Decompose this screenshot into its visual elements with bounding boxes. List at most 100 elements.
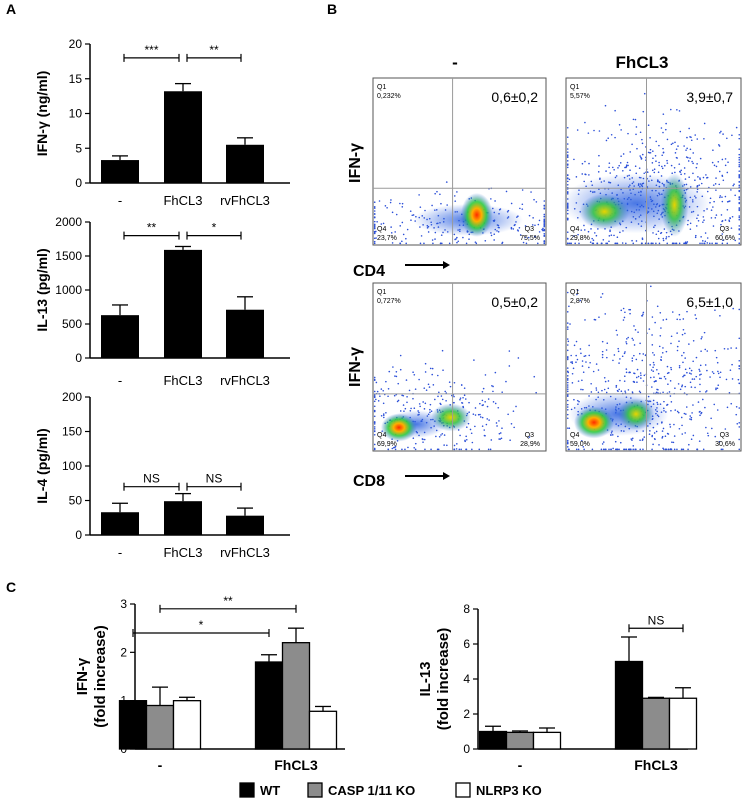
flow-dot — [706, 177, 708, 179]
flow-dot — [413, 373, 416, 376]
flow-dot — [666, 365, 669, 368]
flow-dot — [700, 350, 702, 352]
flow-dot — [634, 118, 637, 121]
flow-dot — [631, 360, 634, 362]
flow-dot — [625, 165, 628, 168]
flow-dot — [682, 361, 684, 364]
flow-dot — [492, 385, 494, 388]
flow-dot — [422, 401, 424, 403]
flow-dot — [629, 308, 632, 311]
flow-dot — [729, 217, 732, 220]
flow-dot — [658, 377, 661, 380]
flow-dot — [731, 378, 734, 380]
flow-dot — [592, 239, 595, 242]
flow-dot — [570, 361, 572, 364]
flow-dot — [665, 318, 668, 321]
flow-dot — [724, 158, 727, 160]
flow-dot — [635, 126, 638, 128]
flow-dot — [613, 234, 615, 237]
flow-dot — [508, 365, 511, 367]
flow-dot — [675, 148, 678, 150]
flow-dot — [531, 224, 534, 226]
flow-dot — [630, 438, 633, 440]
bar — [532, 731, 562, 750]
flow-dot — [682, 328, 685, 331]
flow-dot — [601, 353, 604, 356]
flow-dot — [623, 316, 626, 319]
flow-dot — [373, 430, 376, 432]
flow-dot — [661, 154, 664, 157]
flow-dot — [738, 174, 741, 177]
y-tick-label: 8 — [463, 602, 470, 616]
flow-dot — [399, 242, 402, 245]
flow-dot — [614, 109, 616, 112]
flow-dot — [662, 113, 665, 115]
flow-dot — [566, 370, 569, 373]
flow-dot — [655, 242, 657, 245]
flow-dot — [641, 153, 644, 156]
flow-dot — [624, 390, 626, 392]
flow-dot — [566, 384, 569, 386]
flow-dot — [651, 434, 654, 437]
flow-dot — [610, 133, 613, 136]
ifn-positive-percentage: 0,5±0,2 — [491, 294, 538, 310]
flow-dot — [662, 347, 664, 349]
flow-dot — [614, 440, 617, 443]
flow-dot — [425, 389, 428, 391]
flow-dot — [651, 162, 654, 164]
flow-dot — [737, 378, 740, 381]
flow-dot — [670, 342, 672, 345]
flow-dot — [598, 130, 601, 132]
flow-dot — [653, 171, 656, 174]
flow-dot — [726, 406, 729, 409]
flow-dot — [636, 147, 638, 150]
flow-dot — [719, 195, 722, 197]
flow-dot — [543, 219, 546, 221]
flow-dot — [568, 242, 571, 245]
flow-dot — [673, 423, 675, 426]
flow-dot — [690, 386, 693, 388]
flow-dot — [608, 240, 610, 243]
flow-dot — [627, 132, 629, 135]
flow-dot — [635, 448, 637, 451]
flow-dot — [721, 233, 724, 235]
flow-dot — [453, 401, 455, 404]
flow-dot — [738, 438, 740, 441]
flow-dot — [665, 231, 668, 234]
flow-dot — [424, 402, 427, 405]
flow-dot — [603, 388, 606, 391]
flow-dot — [735, 406, 738, 408]
flow-dot — [464, 398, 467, 400]
flow-dot — [710, 427, 713, 430]
flow-dot — [712, 225, 715, 227]
flow-dot — [394, 375, 396, 377]
flow-dot — [738, 337, 741, 340]
flow-dot — [622, 169, 624, 172]
flow-dot — [730, 347, 732, 349]
flow-dot — [697, 220, 700, 222]
flow-dot — [738, 189, 741, 192]
flow-dot — [601, 350, 604, 353]
flow-dot — [427, 231, 430, 233]
flow-dot — [566, 377, 569, 380]
flow-dot — [641, 237, 644, 239]
flow-dot — [373, 240, 376, 243]
flow-dot — [653, 376, 655, 378]
y-tick-label: 0 — [463, 742, 470, 756]
flow-dot — [575, 448, 578, 451]
flow-dot — [568, 305, 570, 308]
category-label: - — [518, 757, 523, 773]
flow-dot — [627, 164, 629, 167]
flow-dot — [440, 403, 442, 406]
flow-dot — [688, 343, 690, 345]
flow-dot — [661, 430, 664, 432]
flow-dot — [588, 162, 590, 165]
flow-dot — [696, 163, 698, 165]
flow-dot — [373, 448, 376, 451]
flow-dot — [485, 423, 488, 426]
flow-dot — [682, 375, 684, 378]
flow-dot — [601, 293, 604, 295]
flow-ylabel-row1: IFN-γ — [347, 143, 364, 183]
flow-dot — [577, 233, 579, 236]
flow-dot — [566, 395, 569, 398]
